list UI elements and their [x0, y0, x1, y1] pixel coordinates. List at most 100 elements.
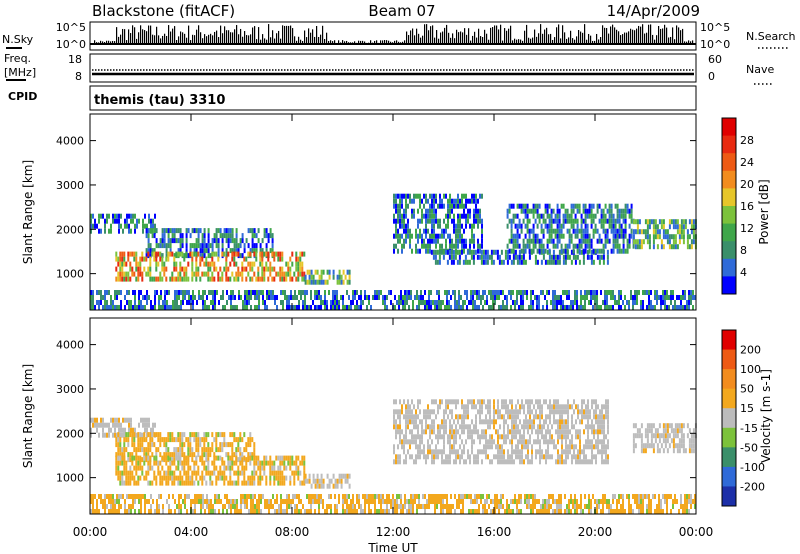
range-cell [251, 437, 254, 443]
range-cell [134, 223, 136, 229]
range-cell [571, 434, 573, 440]
range-cell [640, 438, 643, 444]
range-cell [586, 213, 589, 219]
range-cell [446, 259, 449, 265]
range-cell [119, 452, 122, 458]
nsky-bar [552, 39, 554, 44]
range-cell [179, 276, 182, 282]
range-cell [545, 454, 547, 460]
range-cell [593, 424, 595, 430]
range-cell [618, 233, 621, 239]
range-cell [423, 228, 425, 234]
range-cell [670, 244, 673, 250]
range-cell [591, 454, 593, 460]
range-cell [499, 449, 501, 455]
range-cell [463, 459, 465, 465]
range-cell [449, 399, 451, 405]
range-cell [527, 404, 529, 410]
range-cell [451, 238, 453, 244]
range-cell [244, 305, 246, 310]
range-cell [545, 419, 547, 425]
range-cell [312, 300, 314, 305]
range-cell [147, 233, 150, 239]
range-cell [618, 300, 620, 305]
range-cell [218, 300, 220, 305]
range-cell [394, 504, 396, 509]
range-cell [563, 434, 565, 440]
range-cell [407, 203, 409, 209]
range-cell [466, 290, 468, 295]
colorbar-segment [722, 206, 736, 225]
range-cell [162, 305, 164, 310]
range-cell [150, 300, 152, 305]
range-cell [591, 449, 593, 455]
range-cell [220, 499, 222, 504]
range-cell [257, 475, 260, 481]
range-cell [98, 509, 100, 514]
range-cell [116, 499, 118, 504]
range-cell [614, 233, 617, 239]
range-cell [601, 444, 603, 450]
range-cell [179, 261, 182, 267]
range-cell [306, 494, 308, 499]
range-cell [393, 399, 395, 405]
range-cell [190, 295, 192, 300]
range-cell [191, 276, 194, 282]
range-cell [514, 233, 517, 239]
range-cell [656, 295, 658, 300]
range-cell [501, 414, 503, 420]
range-cell [545, 399, 547, 405]
range-cell [433, 419, 435, 425]
range-cell [421, 424, 423, 430]
range-cell [620, 208, 623, 214]
range-cell [603, 444, 605, 450]
range-cell [405, 454, 407, 460]
nsky-bar [586, 39, 588, 44]
range-cell [618, 228, 621, 234]
range-cell [251, 261, 254, 267]
range-cell [535, 429, 537, 435]
range-cell [248, 290, 250, 295]
range-cell [417, 399, 419, 405]
range-cell [593, 444, 595, 450]
range-cell [488, 305, 490, 310]
range-cell [299, 271, 302, 277]
range-cell [171, 457, 174, 463]
range-cell [429, 424, 431, 430]
range-cell [534, 259, 537, 265]
range-cell [191, 228, 194, 234]
range-cell [493, 454, 495, 460]
range-cell [141, 256, 144, 262]
range-cell [260, 494, 262, 499]
range-cell [164, 300, 166, 305]
range-cell [405, 223, 407, 229]
range-cell [646, 443, 649, 449]
range-cell [115, 251, 118, 257]
nsky-bar [242, 36, 244, 44]
range-cell [386, 305, 388, 310]
range-cell [191, 447, 194, 453]
range-cell [605, 444, 607, 450]
range-cell [566, 305, 568, 310]
range-cell [382, 300, 384, 305]
range-cell [340, 473, 343, 479]
range-cell [668, 423, 671, 429]
range-cell [279, 276, 282, 282]
range-cell [515, 434, 517, 440]
range-cell [522, 248, 525, 254]
range-cell [171, 432, 174, 438]
range-cell [187, 447, 190, 453]
nsky-bar [160, 38, 162, 44]
range-cell [597, 404, 599, 410]
range-cell [506, 259, 509, 265]
range-cell [210, 499, 212, 504]
range-cell [415, 233, 417, 239]
range-cell [138, 218, 140, 224]
range-cell [606, 254, 609, 260]
range-cell [336, 279, 339, 285]
nsky-bar [174, 26, 176, 44]
range-cell [144, 499, 146, 504]
range-cell [480, 259, 483, 265]
range-cell [579, 434, 581, 440]
range-cell [549, 439, 551, 445]
